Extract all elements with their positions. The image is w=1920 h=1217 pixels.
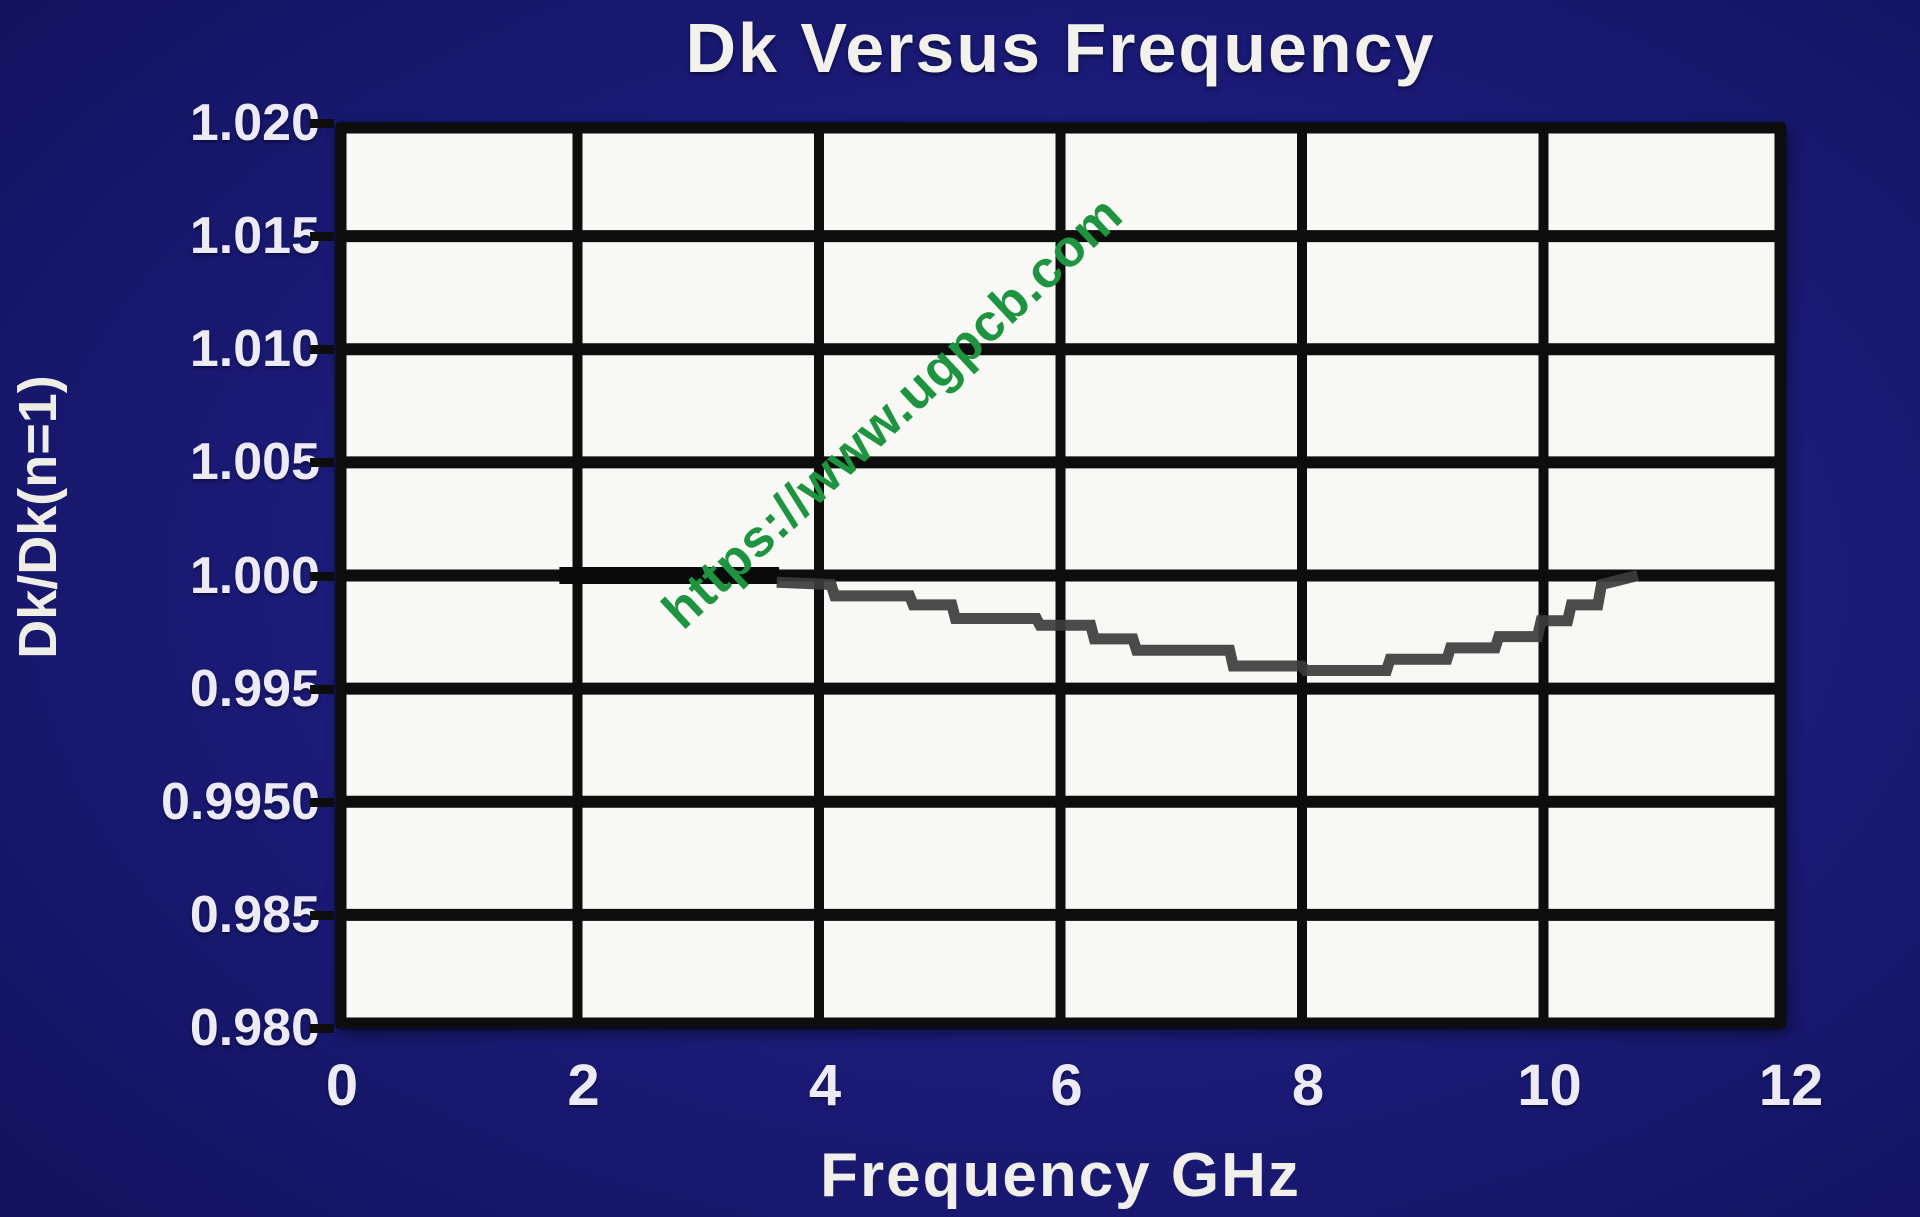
y-tick-label: 0.9950 bbox=[160, 772, 320, 831]
y-tick-label: 1.015 bbox=[189, 207, 320, 266]
x-tick-label: 2 bbox=[567, 1053, 600, 1118]
y-tick-label: 0.985 bbox=[189, 885, 320, 944]
x-tick-label: 6 bbox=[1050, 1053, 1083, 1118]
y-tick-label: 0.980 bbox=[189, 999, 320, 1057]
x-tick-label: 0 bbox=[325, 1053, 359, 1118]
y-tick-mark bbox=[310, 232, 334, 242]
y-tick-mark bbox=[310, 797, 334, 807]
y-tick-label: 1.005 bbox=[189, 433, 320, 492]
y-tick-label: 0.995 bbox=[189, 659, 320, 718]
y-tick-mark bbox=[310, 910, 334, 920]
y-tick-mark bbox=[310, 571, 334, 581]
x-axis-title: Frequency GHz bbox=[820, 1141, 1301, 1210]
y-tick-mark bbox=[310, 119, 334, 128]
x-tick-label: 8 bbox=[1291, 1053, 1325, 1118]
x-tick-label: 4 bbox=[808, 1053, 842, 1118]
grid-and-curve-canvas bbox=[336, 123, 1785, 1028]
x-tick-label: 12 bbox=[1758, 1053, 1824, 1118]
y-tick-label: 1.010 bbox=[189, 320, 320, 379]
y-tick-mark bbox=[310, 458, 334, 468]
y-axis-title: Dk/Dk(n=1) bbox=[8, 375, 68, 659]
y-tick-mark bbox=[310, 345, 334, 355]
dk-curve bbox=[776, 570, 1640, 676]
plot-border bbox=[336, 123, 1785, 1028]
y-tick-mark bbox=[310, 1024, 334, 1033]
y-tick-label: 1.020 bbox=[189, 94, 320, 152]
x-tick-label: 10 bbox=[1517, 1053, 1582, 1118]
y-tick-label: 1.000 bbox=[189, 546, 320, 605]
plot-area bbox=[336, 123, 1785, 1028]
y-tick-mark bbox=[310, 684, 334, 694]
chart-title: Dk Versus Frequency bbox=[685, 9, 1436, 87]
